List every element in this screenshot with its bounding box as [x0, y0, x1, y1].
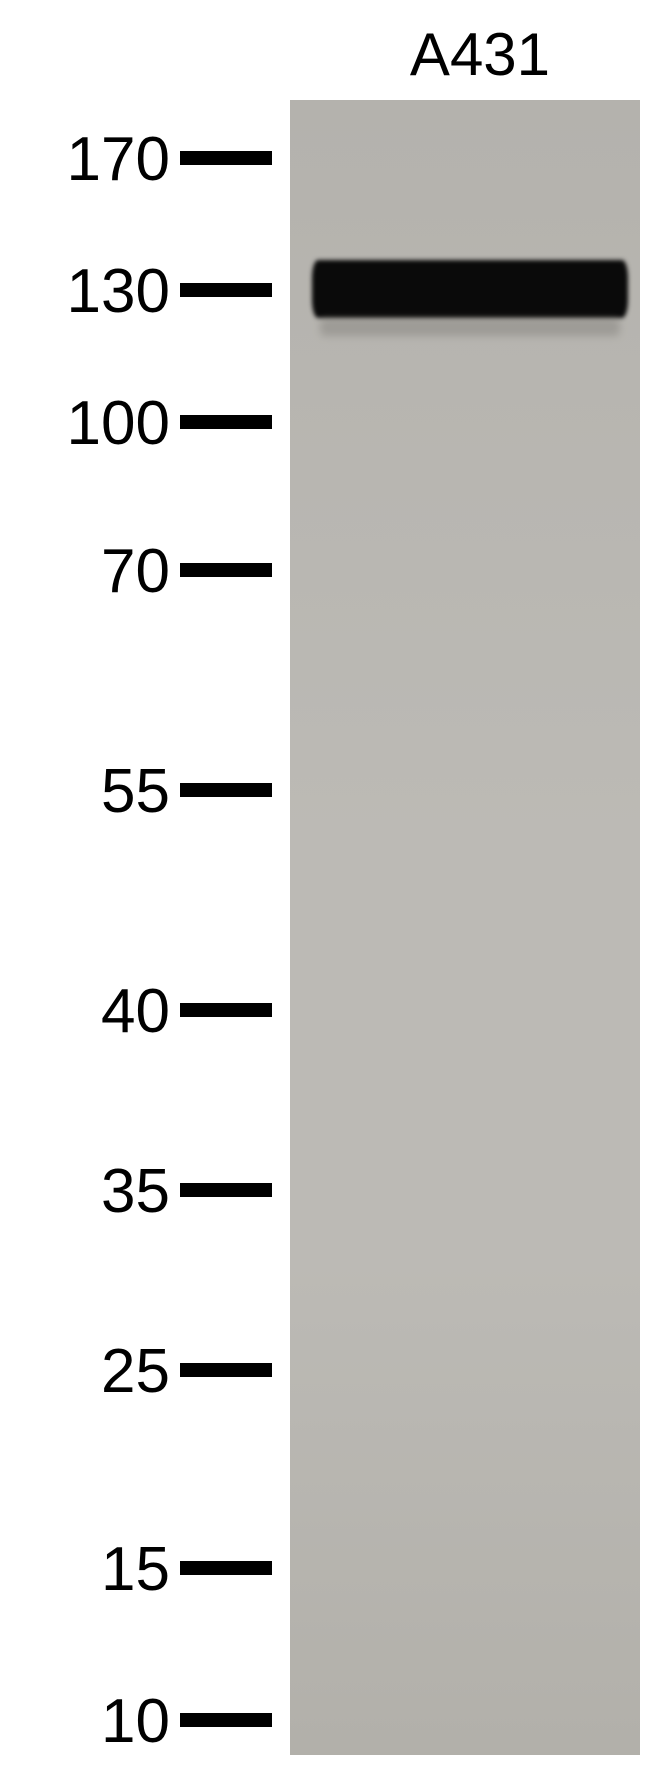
mw-tick-15 — [180, 1561, 272, 1575]
mw-label-100: 100 — [0, 388, 170, 459]
mw-tick-35 — [180, 1183, 272, 1197]
mw-tick-130 — [180, 283, 272, 297]
mw-label-70: 70 — [0, 536, 170, 607]
mw-label-130: 130 — [0, 256, 170, 327]
lane-label-a431: A431 — [380, 20, 580, 89]
mw-tick-170 — [180, 151, 272, 165]
mw-label-15: 15 — [0, 1534, 170, 1605]
mw-label-10: 10 — [0, 1686, 170, 1757]
mw-label-25: 25 — [0, 1336, 170, 1407]
band-128 — [320, 318, 620, 336]
blot-figure: A431 170 130 100 70 55 40 35 25 15 10 — [0, 0, 650, 1783]
mw-label-170: 170 — [0, 124, 170, 195]
mw-label-35: 35 — [0, 1156, 170, 1227]
mw-tick-10 — [180, 1713, 272, 1727]
mw-tick-25 — [180, 1363, 272, 1377]
mw-tick-100 — [180, 415, 272, 429]
band-130 — [312, 260, 628, 318]
lane-strip — [290, 100, 640, 1755]
mw-tick-55 — [180, 783, 272, 797]
mw-label-55: 55 — [0, 756, 170, 827]
mw-label-40: 40 — [0, 976, 170, 1047]
mw-tick-40 — [180, 1003, 272, 1017]
mw-tick-70 — [180, 563, 272, 577]
